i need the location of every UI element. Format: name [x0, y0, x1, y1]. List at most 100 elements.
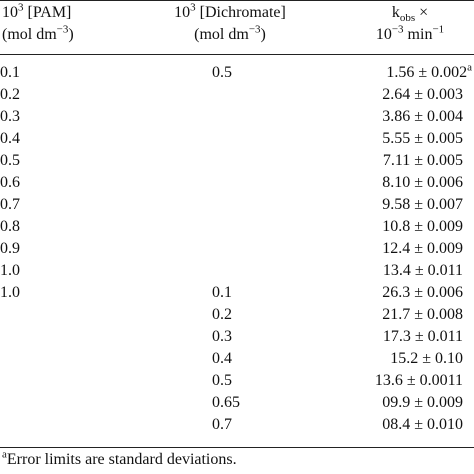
cell-kobs: 10.8 ± 0.009: [382, 217, 463, 237]
cell-kobs: 2.64 ± 0.003: [382, 85, 463, 105]
cell-pam: 0.6: [0, 173, 20, 193]
cell-text: 10.8 ± 0.009: [382, 218, 463, 235]
cell-dichromate: 0.7: [212, 415, 232, 435]
header-text: k: [391, 4, 400, 21]
header-text: ): [260, 26, 266, 43]
cell-text: 9.58 ± 0.007: [382, 196, 463, 213]
header-rule: [0, 54, 474, 55]
cell-text: 0.2: [0, 86, 20, 103]
cell-text: 3.86 ± 0.004: [382, 108, 463, 125]
cell-kobs: 26.3 ± 0.006: [382, 283, 463, 303]
cell-text: 0.3: [0, 108, 20, 125]
cell-kobs: 17.3 ± 0.011: [383, 327, 463, 347]
cell-text: 0.4: [212, 350, 232, 367]
header-text: obs: [399, 12, 416, 25]
cell-text: 0.9: [0, 240, 20, 257]
cell-text: 0.1: [0, 64, 20, 81]
cell-pam: 0.9: [0, 239, 20, 259]
cell-text: 08.4 ± 0.010: [382, 416, 463, 433]
header-text: 10: [2, 4, 18, 21]
header-text: −3: [248, 23, 261, 36]
header-text: (mol dm: [194, 26, 249, 43]
cell-kobs: 09.9 ± 0.009: [382, 393, 463, 413]
cell-kobs: 13.4 ± 0.011: [383, 261, 463, 281]
cell-text: 0.6: [0, 174, 20, 191]
footnote-mark: a: [2, 448, 7, 461]
cell-text: 2.64 ± 0.003: [382, 86, 463, 103]
cell-text: 0.5: [212, 64, 232, 81]
header-text: 10: [174, 4, 191, 21]
header-text: (mol dm: [2, 26, 57, 43]
cell-kobs: 13.6 ± 0.0011: [375, 371, 463, 391]
cell-dichromate: 0.1: [212, 283, 232, 303]
header-text: ): [68, 26, 74, 43]
cell-pam: 0.1: [0, 63, 20, 83]
header-text: 3: [18, 1, 24, 14]
cell-text: 26.3 ± 0.006: [382, 284, 463, 301]
cell-pam: 0.8: [0, 217, 20, 237]
cell-text: 0.4: [0, 130, 20, 147]
cell-pam: 0.4: [0, 129, 20, 149]
cell-text: 5.55 ± 0.005: [382, 130, 463, 147]
cell-pam: 1.0: [0, 261, 20, 281]
cell-pam: 0.7: [0, 195, 20, 215]
cell-dichromate: 0.65: [212, 393, 240, 413]
header-text: ×: [415, 4, 429, 21]
header-cell: (mol dm−3): [2, 23, 74, 45]
header-text: 10: [375, 26, 392, 43]
header-text: −3: [56, 23, 69, 36]
cell-kobs: 5.55 ± 0.005: [382, 129, 463, 149]
cell-text: 0.8: [0, 218, 20, 235]
cell-text: 7.11 ± 0.005: [382, 152, 463, 169]
cell-text: 1.0: [0, 262, 20, 279]
cell-pam: 0.5: [0, 151, 20, 171]
header-cell: kobs ×: [340, 3, 474, 25]
cell-dichromate: 0.2: [212, 305, 232, 325]
cell-kobs: 3.86 ± 0.004: [382, 107, 463, 127]
cell-text: 0.2: [212, 306, 232, 323]
cell-text: 1.56 ± 0.002: [386, 64, 468, 81]
cell-text: 09.9 ± 0.009: [382, 394, 463, 411]
header-text: min: [403, 26, 433, 43]
cell-text: 13.4 ± 0.011: [382, 262, 463, 279]
cell-pam: 1.0: [0, 283, 20, 303]
header-cell: (mol dm−3): [130, 23, 330, 45]
header-cell: 103 [PAM]: [2, 1, 71, 23]
cell-kobs: 21.7 ± 0.008: [382, 305, 463, 325]
cell-kobs: 9.58 ± 0.007: [382, 195, 463, 215]
cell-kobs: 12.4 ± 0.009: [382, 239, 463, 259]
header-text: 3: [190, 1, 196, 14]
cell-text: 0.5: [212, 372, 232, 389]
footnote-mark: a: [467, 61, 472, 74]
cell-dichromate: 0.5: [212, 63, 232, 83]
cell-dichromate: 0.4: [212, 349, 232, 369]
cell-text: 13.6 ± 0.0011: [374, 372, 463, 389]
footnote-text: Error limits are standard deviations.: [6, 451, 237, 468]
header-text: −3: [391, 23, 404, 36]
cell-text: 0.1: [212, 284, 232, 301]
cell-text: 0.65: [212, 394, 240, 411]
cell-pam: 0.2: [0, 85, 20, 105]
bottom-rule: [0, 447, 474, 448]
top-rule: [0, 0, 474, 1]
cell-text: 21.7 ± 0.008: [382, 306, 463, 323]
cell-text: 0.3: [212, 328, 232, 345]
cell-text: 0.7: [0, 196, 20, 213]
header-text: [Dichromate]: [195, 4, 286, 21]
header-text: −1: [432, 23, 445, 36]
cell-kobs: 8.10 ± 0.006: [382, 173, 463, 193]
cell-text: 12.4 ± 0.009: [382, 240, 463, 257]
cell-kobs: 08.4 ± 0.010: [382, 415, 463, 435]
cell-text: 0.5: [0, 152, 20, 169]
cell-kobs: 7.11 ± 0.005: [383, 151, 463, 171]
cell-kobs: 1.56 ± 0.002a: [386, 61, 472, 83]
cell-text: 8.10 ± 0.006: [382, 174, 463, 191]
cell-text: 0.7: [212, 416, 232, 433]
cell-kobs: 15.2 ± 0.10: [390, 349, 463, 369]
header-cell: 10−3 min−1: [340, 23, 474, 45]
cell-pam: 0.3: [0, 107, 20, 127]
footnote: aError limits are standard deviations.: [2, 448, 237, 470]
cell-text: 17.3 ± 0.011: [382, 328, 463, 345]
cell-text: 15.2 ± 0.10: [390, 350, 463, 367]
